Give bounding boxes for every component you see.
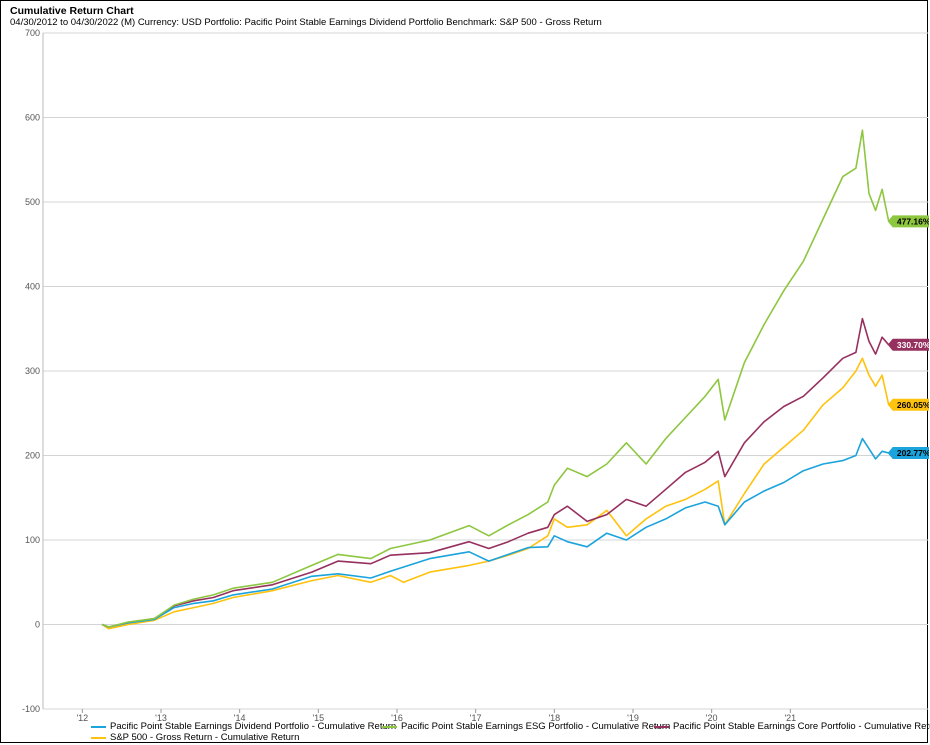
y-axis-ticks: -100 0 100 200 300 400 500 600 700 [22, 28, 40, 714]
y-tick-label: 300 [25, 366, 40, 376]
end-label-text: 260.05% [897, 400, 929, 410]
legend-item-core: Pacific Point Stable Earnings Core Portf… [654, 721, 930, 732]
legend-item-sp500: S&P 500 - Gross Return - Cumulative Retu… [91, 732, 299, 743]
x-tick-label: '15 [312, 713, 324, 723]
y-tick-label: 100 [25, 535, 40, 545]
x-axis-ticks: '12 '13 '14 '15 '16 '17 '18 '19 '20 '21 [76, 709, 796, 723]
y-tick-label: 400 [25, 282, 40, 292]
legend-item-dividend: Pacific Point Stable Earnings Dividend P… [91, 721, 396, 732]
y-tick-label: 700 [25, 28, 40, 38]
legend-swatch [382, 725, 397, 728]
legend-label: S&P 500 - Gross Return - Cumulative Retu… [110, 732, 300, 743]
legend-label: Pacific Point Stable Earnings Core Portf… [673, 721, 930, 732]
series-lines [101, 129, 890, 630]
chart-title: Cumulative Return Chart [10, 5, 134, 17]
legend-swatch [91, 725, 106, 728]
x-tick-label: '12 [76, 713, 88, 723]
legend-label: Pacific Point Stable Earnings ESG Portfo… [401, 721, 671, 732]
end-label-text: 477.16% [897, 216, 929, 226]
x-tick-label: '16 [391, 713, 403, 723]
end-labels: 260.05% 330.70% 202.77% 477.16% [887, 215, 929, 459]
x-tick-label: '14 [234, 713, 246, 723]
legend-swatch [654, 725, 669, 728]
end-label-badge [887, 215, 929, 228]
series-line [101, 129, 890, 628]
x-tick-label: '19 [627, 713, 639, 723]
y-tick-label: 600 [25, 113, 40, 123]
grid-lines [42, 32, 928, 710]
series-line [101, 317, 890, 628]
y-tick-label: 0 [35, 620, 40, 630]
end-label-badge [887, 398, 929, 411]
end-label-badge [887, 338, 929, 351]
x-tick-label: '17 [470, 713, 482, 723]
series-line [101, 357, 890, 630]
x-tick-label: '18 [548, 713, 560, 723]
x-tick-label: '13 [155, 713, 167, 723]
legend-label: Pacific Point Stable Earnings Dividend P… [110, 721, 397, 732]
end-label-text: 330.70% [897, 340, 929, 350]
y-tick-label: 500 [25, 197, 40, 207]
x-tick-label: '20 [706, 713, 718, 723]
end-label-badge [887, 447, 929, 459]
y-tick-label: 200 [25, 451, 40, 461]
legend-swatch [91, 736, 106, 739]
end-label-text: 202.77% [897, 448, 929, 458]
legend-item-esg: Pacific Point Stable Earnings ESG Portfo… [382, 721, 670, 732]
y-tick-label: -100 [22, 704, 40, 714]
series-line [101, 437, 889, 628]
chart-subtitle: 04/30/2012 to 04/30/2022 (M) Currency: U… [10, 17, 602, 28]
x-tick-label: '21 [784, 713, 796, 723]
